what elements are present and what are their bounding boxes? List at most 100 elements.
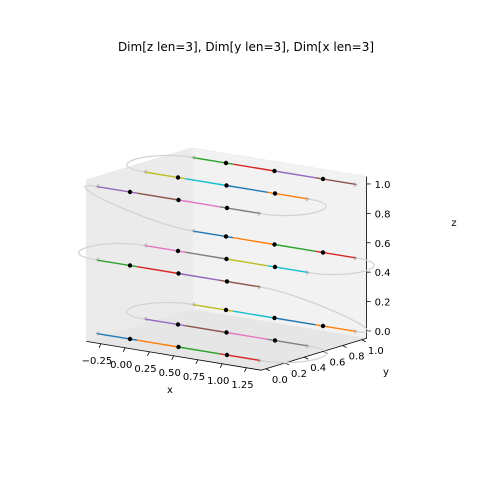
plot-area xyxy=(78,154,375,364)
row-segment xyxy=(137,339,179,348)
row-segment xyxy=(178,346,220,355)
y-tick-mark xyxy=(342,345,347,348)
row-segment xyxy=(233,310,275,319)
y-tick-label: 0.8 xyxy=(349,352,365,363)
data-point xyxy=(127,263,133,268)
data-point xyxy=(176,197,181,203)
x-tick-mark xyxy=(147,351,150,356)
row-end-marker xyxy=(353,329,358,335)
y-tick-label: 0.4 xyxy=(310,363,326,374)
row-segment xyxy=(137,266,179,275)
data-point xyxy=(223,160,229,166)
data-point xyxy=(223,234,229,239)
row-segment xyxy=(185,325,227,334)
row-segment xyxy=(233,163,275,172)
row-start-marker xyxy=(95,183,100,189)
row-end-marker xyxy=(257,284,262,290)
path-connector xyxy=(126,301,193,320)
chart-title: Dim[z len=3], Dim[y len=3], Dim[x len=3] xyxy=(118,40,374,54)
row-segment xyxy=(185,178,227,187)
row-start-marker xyxy=(191,301,196,307)
z-tick-label: 0.2 xyxy=(375,298,391,309)
path-connector xyxy=(260,198,327,217)
z-tick-label: 0.0 xyxy=(375,327,391,338)
row-end-marker xyxy=(257,358,262,364)
y-tick-mark xyxy=(265,368,270,372)
row-start-marker xyxy=(191,154,196,160)
data-point xyxy=(224,352,230,358)
data-point xyxy=(127,189,133,195)
z-tick-label: 0.8 xyxy=(375,209,391,220)
data-point xyxy=(272,264,278,270)
row-start-marker xyxy=(143,316,148,322)
row-segment xyxy=(185,251,227,260)
y-tick-label: 0.0 xyxy=(272,375,288,386)
row-start-marker xyxy=(143,242,148,248)
row-segment xyxy=(178,272,220,281)
data-point xyxy=(272,338,278,343)
data-point xyxy=(175,322,181,327)
x-tick-label: 0.50 xyxy=(159,368,181,379)
row-end-marker xyxy=(305,196,310,202)
y-tick-label: 0.2 xyxy=(291,369,307,380)
row-segment xyxy=(274,170,316,179)
row-start-marker xyxy=(95,330,100,336)
data-point xyxy=(320,176,326,182)
data-point xyxy=(272,242,277,247)
data-point xyxy=(272,168,277,174)
data-point xyxy=(272,315,277,321)
x-tick-mark xyxy=(195,359,199,364)
y-axis-label: y xyxy=(383,367,389,378)
row-segment xyxy=(226,258,268,267)
x-tick-label: 0.00 xyxy=(110,360,132,371)
row-start-marker xyxy=(95,257,100,263)
z-tick-label: 0.4 xyxy=(375,268,391,279)
data-point xyxy=(223,307,229,313)
data-point xyxy=(224,256,229,262)
row-end-marker xyxy=(257,211,262,217)
axes-panes xyxy=(86,147,367,371)
path-connector xyxy=(84,184,193,232)
y-tick-mark xyxy=(361,339,366,343)
x-tick-label: −0.25 xyxy=(82,356,113,367)
y-tick-label: 0.6 xyxy=(329,357,345,368)
data-point xyxy=(224,183,229,188)
data-point xyxy=(224,330,229,335)
x-tick-mark xyxy=(171,355,175,360)
data-point xyxy=(176,271,181,276)
row-end-marker xyxy=(305,270,310,276)
row-segment xyxy=(226,184,268,193)
row-end-marker xyxy=(353,182,358,188)
data-point xyxy=(175,248,181,254)
row-segment xyxy=(178,199,220,208)
data-point xyxy=(127,336,133,342)
data-point xyxy=(224,205,230,211)
row-segment xyxy=(274,243,316,252)
x-tick-label: 1.00 xyxy=(207,376,229,387)
row-segment xyxy=(233,237,275,246)
y-tick-label: 1.0 xyxy=(368,346,384,357)
x-axis-label: x xyxy=(167,385,173,396)
data-point xyxy=(320,250,326,255)
row-start-marker xyxy=(191,228,196,234)
x-tick-mark xyxy=(219,363,223,368)
data-point xyxy=(320,323,326,329)
x-axis-ticks: −0.250.00 0.25 0.50 0.75 1.00 1.25 xyxy=(82,343,254,391)
y-tick-mark xyxy=(304,356,309,360)
y-tick-mark xyxy=(284,362,290,366)
y-axis-line xyxy=(260,337,367,371)
data-point xyxy=(175,175,181,180)
row-end-marker xyxy=(353,255,358,261)
path-connector xyxy=(126,154,193,173)
z-axis-label: z xyxy=(451,218,456,229)
data-point xyxy=(272,191,278,196)
path-connector xyxy=(260,286,369,334)
x-tick-mark xyxy=(122,347,126,352)
x-tick-mark xyxy=(244,367,247,372)
x-tick-label: 1.25 xyxy=(231,380,253,391)
x-tick-label: 0.75 xyxy=(183,372,205,383)
row-end-marker xyxy=(305,343,310,349)
path-connector xyxy=(78,242,145,261)
data-point xyxy=(224,279,230,284)
data-point xyxy=(176,344,181,350)
